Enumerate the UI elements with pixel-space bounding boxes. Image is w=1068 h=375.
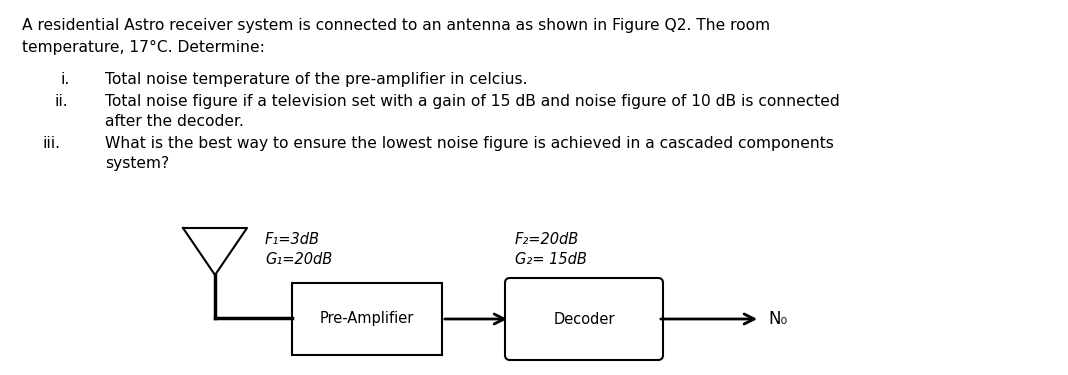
Text: Total noise temperature of the pre-amplifier in celcius.: Total noise temperature of the pre-ampli…	[105, 72, 528, 87]
Text: G₂= 15dB: G₂= 15dB	[515, 252, 587, 267]
Text: system?: system?	[105, 156, 169, 171]
Text: N₀: N₀	[768, 310, 787, 328]
Text: temperature, 17°C. Determine:: temperature, 17°C. Determine:	[22, 40, 265, 55]
Text: A residential Astro receiver system is connected to an antenna as shown in Figur: A residential Astro receiver system is c…	[22, 18, 770, 33]
Text: F₂=20dB: F₂=20dB	[515, 232, 579, 247]
FancyBboxPatch shape	[505, 278, 663, 360]
Text: iii.: iii.	[43, 136, 61, 151]
Text: G₁=20dB: G₁=20dB	[265, 252, 332, 267]
Text: Total noise figure if a television set with a gain of 15 dB and noise figure of : Total noise figure if a television set w…	[105, 94, 839, 109]
Text: Pre-Amplifier: Pre-Amplifier	[319, 312, 414, 327]
Text: Decoder: Decoder	[553, 312, 615, 327]
Text: after the decoder.: after the decoder.	[105, 114, 244, 129]
Polygon shape	[183, 228, 247, 275]
Text: i.: i.	[60, 72, 69, 87]
FancyBboxPatch shape	[292, 283, 442, 355]
Text: F₁=3dB: F₁=3dB	[265, 232, 320, 247]
Text: What is the best way to ensure the lowest noise figure is achieved in a cascaded: What is the best way to ensure the lowes…	[105, 136, 834, 151]
Text: ii.: ii.	[54, 94, 68, 109]
